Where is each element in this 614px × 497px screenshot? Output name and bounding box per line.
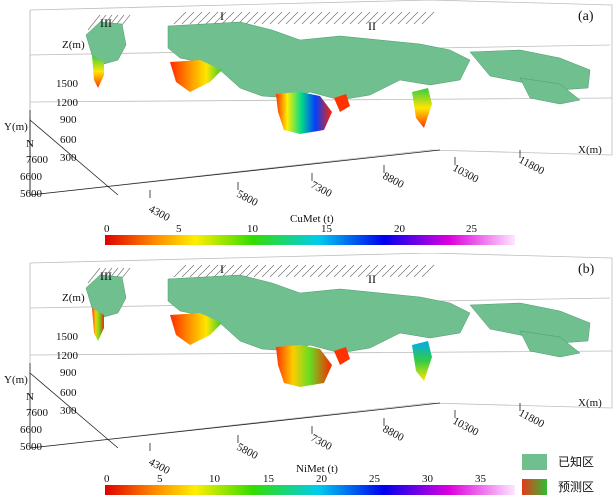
y-tick: 6600 — [20, 424, 43, 436]
zone-label-ii: II — [368, 272, 376, 286]
zone-label-ii: II — [368, 19, 376, 33]
x-axis-label: X(m) — [578, 397, 602, 409]
colorbar-tick: 25 — [369, 473, 381, 485]
colorbar-tick: 30 — [422, 473, 434, 485]
predicted-ore-bodies — [92, 55, 432, 134]
colorbar-tick: 5 — [176, 223, 182, 235]
colorbar-tick: 20 — [316, 473, 328, 485]
legend-label-predicted: 预测区 — [558, 480, 595, 494]
x-tick: 7300 — [309, 179, 334, 200]
x-tick: 5800 — [235, 441, 260, 462]
x-tick: 10300 — [451, 162, 481, 186]
x-tick: 10300 — [451, 415, 481, 439]
z-tick: 1500 — [56, 331, 79, 343]
legend: 已知区 预测区 — [522, 452, 614, 497]
y-tick: 7600 — [26, 407, 49, 419]
legend-swatch-predicted — [522, 479, 547, 495]
z-axis-label: Z(m) — [62, 292, 85, 304]
x-tick: 7300 — [309, 432, 334, 453]
legend-label-known: 已知区 — [558, 455, 595, 469]
x-tick: 11800 — [517, 154, 547, 178]
colorbar-tick: 15 — [321, 223, 333, 235]
colorbar-tick: 35 — [475, 473, 487, 485]
zone-label-iii: III — [100, 269, 112, 283]
zone-label-iii: III — [100, 16, 112, 30]
zone-label-i: I — [220, 9, 224, 23]
colorbar-tick: 0 — [104, 473, 110, 485]
z-tick: 1200 — [56, 350, 79, 362]
y-tick: 5600 — [20, 188, 43, 200]
known-ore-bodies — [85, 21, 591, 105]
colorbar-tick: 10 — [209, 473, 221, 485]
north-label: N — [26, 138, 34, 150]
axes — [29, 363, 521, 451]
colorbar-ticks: 0 5 10 15 20 25 30 35 — [104, 473, 487, 485]
panel-a-3d-view: (a) III I II Z(m) 1500 1200 900 600 300 … — [4, 0, 613, 245]
y-tick: 6600 — [20, 171, 43, 183]
colorbar — [105, 235, 515, 245]
colorbar-tick: 25 — [466, 223, 478, 235]
colorbar-tick: 5 — [157, 473, 163, 485]
y-axis-label: Y(m) — [4, 374, 28, 386]
x-ticks: 4300 5800 7300 8800 10300 11800 — [147, 407, 547, 477]
x-tick: 11800 — [517, 407, 547, 431]
panel-letter: (b) — [578, 262, 595, 277]
legend-item-known: 已知区 — [522, 454, 614, 472]
z-tick: 900 — [60, 367, 77, 379]
z-axis-label: Z(m) — [62, 39, 85, 51]
x-axis-label: X(m) — [578, 144, 602, 156]
z-tick: 900 — [60, 114, 77, 126]
zone-label-i: I — [220, 262, 224, 276]
colorbar-title: CuMet (t) — [290, 213, 334, 225]
predicted-ore-bodies — [92, 308, 432, 387]
panel-b: (b) III I II Z(m) 1500 1200 900 600 300 … — [0, 253, 614, 497]
colorbar — [105, 485, 515, 495]
known-ore-bodies — [85, 274, 591, 358]
panel-b-3d-view: (b) III I II Z(m) 1500 1200 900 600 300 … — [4, 253, 613, 495]
z-tick: 300 — [60, 405, 77, 417]
colorbar-tick: 10 — [247, 223, 259, 235]
x-ticks: 4300 5800 7300 8800 10300 11800 — [147, 154, 547, 224]
x-tick: 5800 — [235, 188, 260, 209]
x-tick: 8800 — [381, 170, 406, 191]
legend-swatch-known — [522, 454, 547, 470]
colorbar-tick: 15 — [263, 473, 275, 485]
panel-letter: (a) — [578, 9, 594, 24]
z-tick: 300 — [60, 152, 77, 164]
axes — [29, 110, 521, 198]
legend-item-predicted: 预测区 — [522, 479, 614, 497]
y-tick: 7600 — [26, 154, 49, 166]
z-tick: 600 — [60, 134, 77, 146]
north-label: N — [26, 391, 34, 403]
y-tick: 5600 — [20, 441, 43, 453]
colorbar-tick: 0 — [104, 223, 110, 235]
z-tick: 600 — [60, 387, 77, 399]
z-tick: 1200 — [56, 97, 79, 109]
colorbar-title: NiMet (t) — [296, 463, 338, 475]
x-tick: 4300 — [147, 203, 172, 224]
zone-hatch — [87, 11, 435, 31]
x-tick: 8800 — [381, 423, 406, 444]
panel-a: (a) III I II Z(m) 1500 1200 900 600 300 … — [4, 0, 613, 245]
y-axis-label: Y(m) — [4, 121, 28, 133]
z-tick: 1500 — [56, 78, 79, 90]
colorbar-tick: 20 — [394, 223, 406, 235]
colorbar-ticks: 0 5 10 15 20 25 — [104, 223, 478, 235]
